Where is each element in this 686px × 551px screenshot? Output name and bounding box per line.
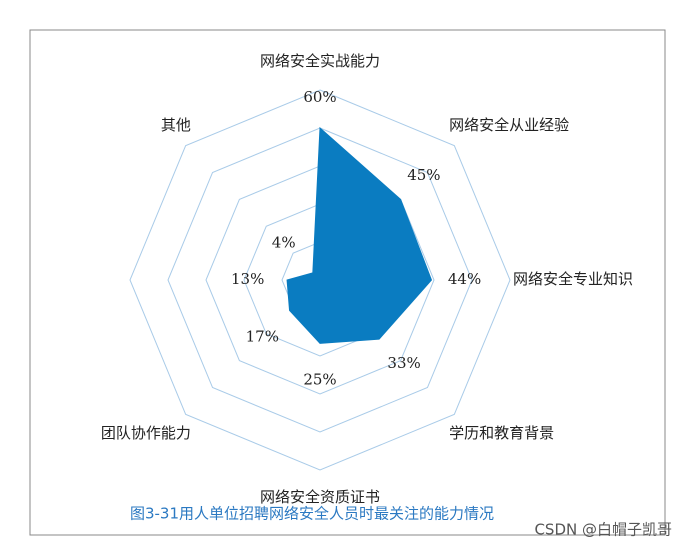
category-label: 网络安全专业知识 [513, 270, 633, 288]
value-label: 17% [246, 328, 279, 346]
category-label: 团队协作能力 [101, 424, 191, 442]
category-label: 学历和教育背景 [449, 424, 554, 442]
watermark: CSDN @白帽子凯哥 [534, 521, 672, 539]
grid-ring [129, 89, 511, 471]
value-label: 44% [448, 270, 481, 288]
radar-area [286, 126, 433, 344]
value-label: 33% [387, 354, 420, 372]
grid-ring [167, 127, 473, 433]
category-label: 网络安全实战能力 [260, 52, 380, 70]
value-label: 45% [407, 166, 440, 184]
category-label: 网络安全资质证书 [260, 488, 380, 506]
category-label: 网络安全从业经验 [449, 116, 569, 134]
value-label: 25% [303, 370, 336, 388]
category-label: 其他 [161, 116, 191, 134]
grid-ring [205, 165, 435, 395]
frame [29, 29, 666, 536]
chart-title: 图3-31用人单位招聘网络安全人员时最关注的能力情况 [130, 505, 494, 523]
value-label: 4% [272, 234, 296, 252]
value-label: 60% [303, 88, 336, 106]
value-label: 13% [231, 270, 264, 288]
